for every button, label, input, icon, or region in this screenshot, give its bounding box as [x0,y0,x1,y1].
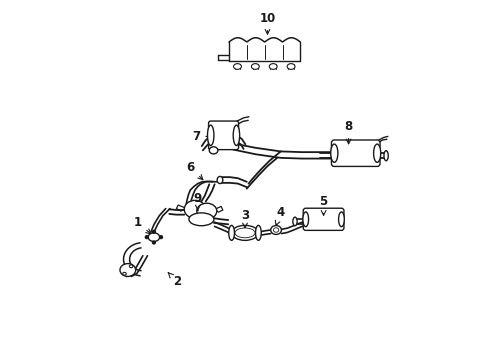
Ellipse shape [152,230,155,233]
Text: 9: 9 [194,192,202,211]
Ellipse shape [235,228,255,238]
Ellipse shape [229,225,234,240]
Ellipse shape [197,203,217,219]
Ellipse shape [152,241,155,244]
FancyBboxPatch shape [209,121,239,150]
Text: 4: 4 [275,206,285,225]
Ellipse shape [234,64,242,69]
Text: 8: 8 [344,120,353,144]
Ellipse shape [287,64,295,69]
Text: 7: 7 [192,130,212,143]
Ellipse shape [251,64,259,69]
Ellipse shape [207,125,214,145]
Ellipse shape [303,212,309,227]
Ellipse shape [373,144,381,162]
Ellipse shape [148,233,160,242]
Ellipse shape [189,213,214,226]
Ellipse shape [384,151,388,161]
Ellipse shape [160,236,163,239]
Ellipse shape [217,176,223,184]
Ellipse shape [122,273,126,275]
Text: 2: 2 [168,273,181,288]
Ellipse shape [293,217,297,226]
Ellipse shape [120,264,136,276]
Text: 6: 6 [187,161,203,180]
Ellipse shape [270,64,277,69]
Text: 10: 10 [259,12,276,34]
FancyBboxPatch shape [331,140,380,166]
FancyBboxPatch shape [303,208,344,230]
Ellipse shape [270,226,281,234]
Ellipse shape [146,236,148,239]
Ellipse shape [256,225,261,240]
Ellipse shape [184,201,206,218]
Ellipse shape [339,212,344,227]
Ellipse shape [129,265,133,268]
Text: 3: 3 [241,208,249,228]
Ellipse shape [273,228,279,232]
Ellipse shape [331,144,338,162]
Ellipse shape [233,125,240,145]
Text: 5: 5 [319,195,328,215]
Text: 1: 1 [134,216,151,234]
Ellipse shape [209,147,218,154]
Ellipse shape [232,225,258,240]
